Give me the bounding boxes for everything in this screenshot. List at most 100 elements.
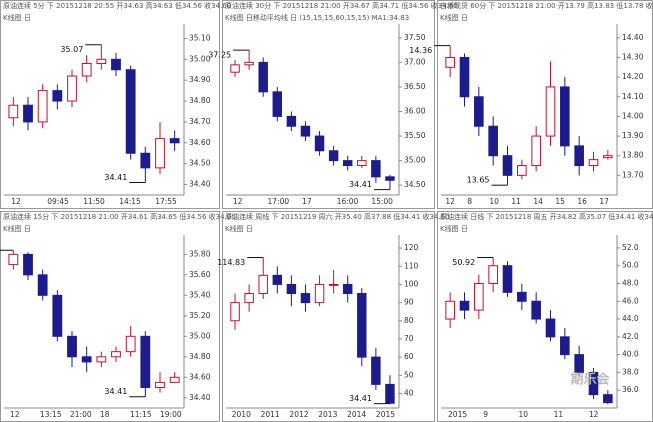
x-tick-label: 17:00 [268, 197, 290, 206]
x-tick-label: 09:45 [47, 197, 69, 206]
panel-header: 原油连续 5分 下 20151218 20:55 开34.63 高34.63 低… [3, 1, 231, 10]
x-tick-label: 11:50 [83, 197, 105, 206]
candle-body [545, 318, 556, 338]
candle-body [37, 90, 48, 123]
watermark: 期乐会 [570, 372, 610, 388]
y-tick-label: 35.00 [404, 156, 426, 165]
candle-body [603, 155, 613, 159]
candle-body [488, 125, 498, 157]
y-tick-label: 120 [404, 243, 419, 252]
x-tick-label: 21:00 [70, 410, 92, 419]
candle-body [155, 138, 165, 169]
candle-body [371, 356, 381, 385]
candle-body [385, 176, 395, 181]
y-tick-label: 35.60 [189, 270, 211, 279]
candle-body [258, 61, 268, 93]
candle-body [272, 91, 283, 117]
panel-header: 原油连续 日线 下 20151218 周五 开34.82 高35.07 低34.… [440, 212, 653, 221]
y-tick-label: 50 [404, 370, 414, 379]
y-tick-label: 35.00 [189, 54, 211, 63]
y-tick-label: 48.0 [622, 278, 639, 287]
y-tick-label: 34.60 [189, 372, 211, 381]
candle-body [125, 335, 136, 353]
candle-body [474, 282, 484, 311]
candle-body [328, 283, 339, 286]
y-tick-label: 52.0 [622, 243, 639, 252]
x-tick-label: 11:15 [130, 410, 152, 419]
y-tick-label: 38.0 [622, 367, 639, 376]
y-tick-label: 14.20 [622, 72, 644, 81]
annotation: 114.83 [217, 258, 245, 267]
x-tick-label: 16 [577, 197, 587, 206]
candle-body [445, 56, 455, 68]
candle-body [67, 335, 77, 358]
candle-body [244, 293, 254, 304]
y-tick-label: 14.10 [622, 92, 644, 101]
candle-body [588, 159, 599, 167]
y-tick-label: 37.00 [404, 57, 426, 66]
y-tick-label: 70 [404, 334, 414, 343]
y-tick-label: 36.0 [622, 385, 639, 394]
x-tick-label: 2014 [347, 410, 366, 419]
y-tick-label: 34.80 [189, 352, 211, 361]
annotation: 35.07 [60, 45, 83, 54]
candle-body [52, 294, 63, 337]
candle-body [125, 69, 136, 154]
x-tick-label: 11 [554, 410, 564, 419]
y-tick-label: 44.0 [622, 314, 639, 323]
candle-body [230, 64, 240, 73]
y-tick-label: 34.40 [189, 393, 211, 402]
candle-body [502, 155, 513, 176]
candle-body [286, 283, 297, 295]
y-tick-label: 14.30 [622, 52, 644, 61]
y-tick-label: 35.40 [189, 290, 211, 299]
candle-body [560, 336, 570, 356]
annotation: 13.65 [467, 176, 490, 185]
candle-body [560, 86, 570, 147]
candle-body [385, 383, 395, 404]
x-tick-label: 2015 [376, 410, 395, 419]
x-tick-label: 2015 [448, 410, 467, 419]
y-tick-label: 34.90 [189, 75, 211, 84]
annotation: 50.92 [452, 258, 475, 267]
candle-body [342, 283, 353, 295]
candle-body [517, 291, 527, 302]
x-tick-label: 2011 [261, 410, 280, 419]
candle-body [314, 135, 325, 152]
candle-body [111, 58, 121, 71]
x-tick-label: 17 [302, 197, 312, 206]
annotation: 37.25 [208, 51, 231, 60]
y-tick-label: 40.0 [622, 350, 639, 359]
x-tick-label: 17:55 [155, 197, 177, 206]
candle-body [8, 253, 19, 266]
candle-body [23, 253, 33, 276]
candle-body [230, 302, 240, 322]
candle-body [67, 75, 77, 102]
candle-body [474, 96, 484, 127]
candle-body [328, 150, 339, 162]
candle-body [459, 56, 470, 98]
panel-subtitle: K线图 日 [3, 13, 31, 22]
x-tick-label: 8 [467, 197, 472, 206]
x-tick-label: 15:00 [371, 197, 393, 206]
y-tick-label: 34.50 [189, 159, 211, 168]
y-tick-label: 35.50 [404, 131, 426, 140]
panel-header: 原油连续 15分 下 20151218 21:00 开34.61 高34.65 … [3, 212, 236, 221]
x-tick-label: 2010 [232, 410, 251, 419]
candle-body [140, 335, 151, 389]
y-tick-label: 100 [404, 279, 419, 288]
panel-header: 原油连续 30分 下 20151218 21:00 开34.67 高34.71 … [225, 1, 458, 10]
candle-body [531, 300, 541, 320]
candle-body [342, 160, 353, 167]
y-tick-label: 35.00 [189, 331, 211, 340]
y-tick-label: 35.10 [189, 33, 211, 42]
candle-body [96, 58, 107, 64]
x-tick-label: 14 [533, 197, 543, 206]
candle-body [8, 104, 19, 119]
panel-frame [0, 0, 220, 209]
candle-body [517, 165, 527, 176]
candle-body [603, 394, 613, 404]
candle-body [244, 61, 254, 66]
candle-body [588, 371, 599, 396]
